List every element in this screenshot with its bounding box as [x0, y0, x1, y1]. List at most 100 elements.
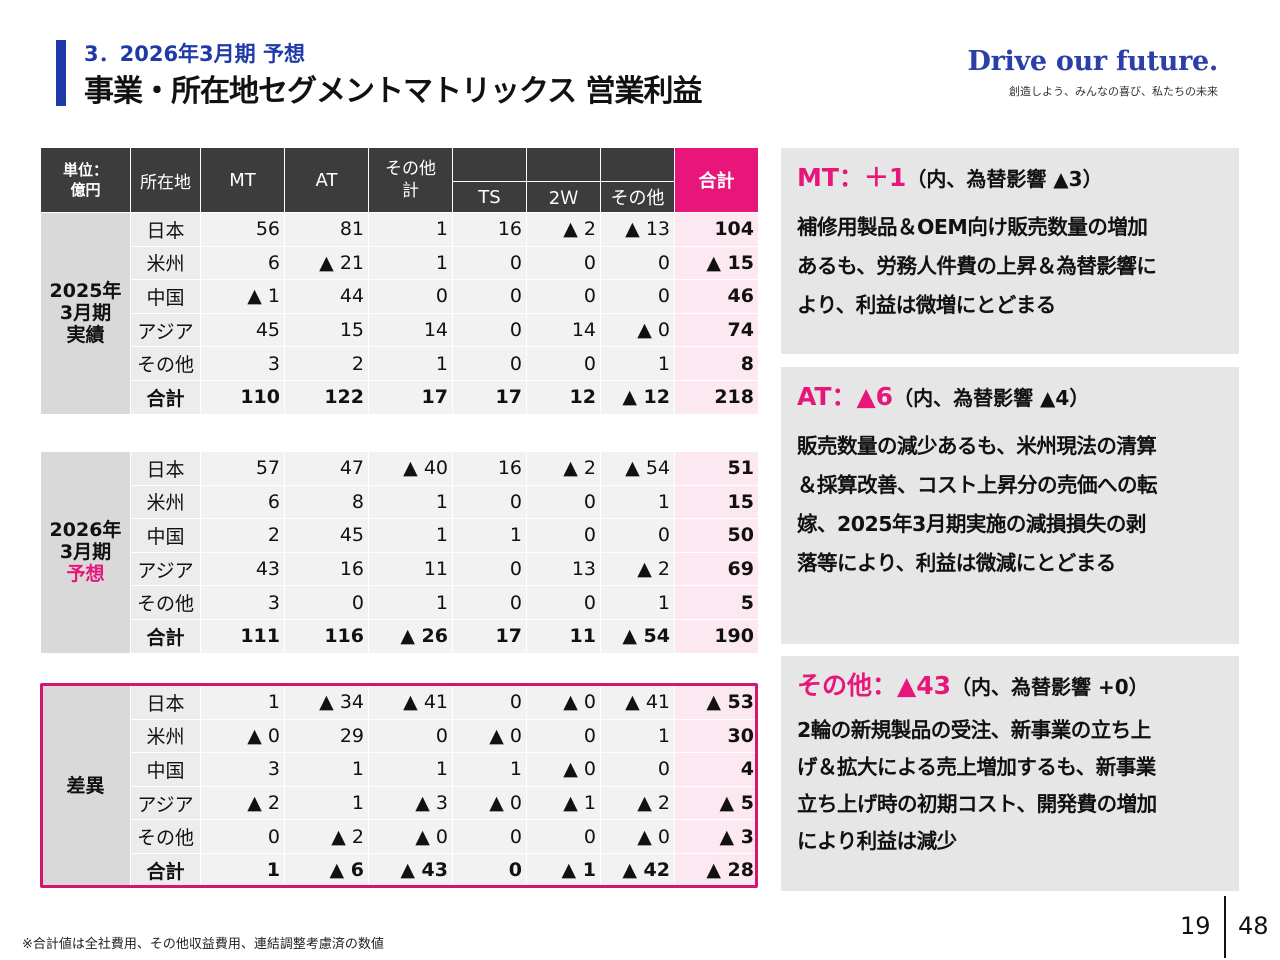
total-header: 合計 [674, 147, 759, 213]
two-wheel-value: 0 [526, 585, 601, 620]
two-wheel-value: 0 [526, 819, 601, 854]
at-value: 44 [284, 279, 369, 314]
body-line: 立ち上げ時の初期コスト、開発費の増加 [797, 792, 1157, 816]
total-value: 104 [674, 212, 759, 247]
mt-value: 57 [200, 451, 285, 486]
at-value: 47 [284, 451, 369, 486]
region-cell: 米州 [130, 718, 201, 754]
two-wheel-value: 0 [526, 484, 601, 520]
body-line: 補修用製品＆OEM向け販売数量の増加 [797, 215, 1148, 239]
total-value: 50 [674, 518, 759, 553]
ts-value: 0 [452, 685, 527, 720]
segment-result: MT：＋1 [797, 163, 907, 192]
other-value: ▲ 13 [600, 212, 675, 247]
other-total-value: ▲ 26 [368, 618, 453, 654]
ts-value: 17 [452, 379, 527, 415]
page-number: 19 [1180, 912, 1211, 940]
region-cell: 合計 [130, 852, 201, 888]
ts-value: 0 [452, 484, 527, 520]
region-cell: 中国 [130, 279, 201, 314]
body-line: 嫁、2025年3月期実施の減損損失の剥 [797, 512, 1146, 536]
other-total-header: その他 計 [368, 147, 453, 213]
period-actual-fy2025: 2025年 3月期 実績 [40, 212, 131, 415]
ts-value: 0 [452, 551, 527, 587]
other-value: ▲ 54 [600, 451, 675, 486]
panel-heading: その他：▲43（内、為替影響 +0） [797, 666, 1225, 702]
fx-impact-note: （内、為替影響 +0） [951, 675, 1149, 699]
region-cell: アジア [130, 551, 201, 587]
other-value: 1 [600, 346, 675, 381]
at-value: ▲ 6 [284, 852, 369, 888]
title-accent-bar [56, 40, 66, 106]
unit-line-2: 億円 [70, 181, 101, 199]
mt-header: MT [200, 147, 285, 213]
period-difference: 差異 [40, 685, 131, 888]
ts-value: 1 [452, 518, 527, 553]
mt-value: 6 [200, 245, 285, 281]
segment-matrix-table: 単位： 億円 所在地 MT AT その他 計 合計 TS 2Ｗ その他 2025… [40, 147, 759, 415]
at-value: 116 [284, 618, 369, 654]
other-commentary-panel: その他：▲43（内、為替影響 +0） 2輪の新規製品の受注、新事業の立ち上 げ＆… [781, 656, 1239, 891]
region-cell: アジア [130, 785, 201, 821]
group-header-blank [600, 147, 675, 182]
panel-body: 販売数量の減少あるも、米州現法の清算 ＆採算改善、コスト上昇分の売価への転 嫁、… [797, 427, 1225, 583]
two-wheel-value: ▲ 2 [526, 212, 601, 247]
other-value: ▲ 2 [600, 551, 675, 587]
total-value: 4 [674, 752, 759, 787]
brand-subline: 創造しよう、みんなの喜び、私たちの未来 [1009, 85, 1218, 98]
at-value: ▲ 21 [284, 245, 369, 281]
mt-value: ▲ 1 [200, 279, 285, 314]
total-value: 74 [674, 312, 759, 348]
panel-body: 補修用製品＆OEM向け販売数量の増加 あるも、労務人件費の上昇＆為替影響に より… [797, 208, 1225, 325]
total-value: ▲ 3 [674, 819, 759, 854]
ts-value: 17 [452, 618, 527, 654]
ts-value: 0 [452, 245, 527, 281]
at-value: 1 [284, 752, 369, 787]
other-total-value: 1 [368, 585, 453, 620]
two-wheel-value: 0 [526, 518, 601, 553]
mt-value: 3 [200, 585, 285, 620]
fx-impact-note: （内、為替影響 ▲3） [906, 167, 1103, 191]
forecast-block-table: 2026年 3月期 予想 日本 57 47 ▲ 40 16 ▲ 2 ▲ 54 5… [40, 451, 759, 654]
total-value: 5 [674, 585, 759, 620]
at-value: 2 [284, 346, 369, 381]
body-line: げ＆拡大による売上増加するも、新事業 [797, 755, 1156, 779]
at-value: 81 [284, 212, 369, 247]
other-total-value: 1 [368, 518, 453, 553]
slide-subtitle: 3．2026年3月期 予想 [84, 42, 305, 66]
two-wheel-value: ▲ 0 [526, 685, 601, 720]
at-value: 8 [284, 484, 369, 520]
ts-value: 0 [452, 346, 527, 381]
region-cell: 合計 [130, 618, 201, 654]
two-wheel-value: ▲ 0 [526, 752, 601, 787]
region-cell: アジア [130, 312, 201, 348]
two-wheel-value: 0 [526, 245, 601, 281]
two-wheel-value: ▲ 2 [526, 451, 601, 486]
group-header-blank [452, 147, 527, 182]
mt-value: 2 [200, 518, 285, 553]
other-value: ▲ 12 [600, 379, 675, 415]
other-value: ▲ 0 [600, 312, 675, 348]
other-value: 1 [600, 484, 675, 520]
segment-result: AT：▲6 [797, 382, 894, 411]
other-header: その他 [600, 181, 675, 213]
other-total-value: 1 [368, 484, 453, 520]
two-wheel-value: 0 [526, 718, 601, 754]
region-cell: その他 [130, 585, 201, 620]
panel-body: 2輪の新規製品の受注、新事業の立ち上 げ＆拡大による売上増加するも、新事業 立ち… [797, 712, 1225, 860]
region-cell: 日本 [130, 451, 201, 486]
mt-value: 1 [200, 685, 285, 720]
mt-value: 0 [200, 819, 285, 854]
mt-value: 3 [200, 346, 285, 381]
period-line-2: 3月期 [59, 302, 112, 325]
location-header: 所在地 [130, 147, 201, 213]
period-line-2: 3月期 [59, 541, 112, 564]
unit-header: 単位： 億円 [40, 147, 131, 213]
mt-commentary-panel: MT：＋1（内、為替影響 ▲3） 補修用製品＆OEM向け販売数量の増加 あるも、… [781, 148, 1239, 354]
body-line: 2輪の新規製品の受注、新事業の立ち上 [797, 718, 1151, 742]
region-cell: その他 [130, 346, 201, 381]
total-value: 15 [674, 484, 759, 520]
total-value: 8 [674, 346, 759, 381]
ts-value: ▲ 0 [452, 785, 527, 821]
at-value: 16 [284, 551, 369, 587]
